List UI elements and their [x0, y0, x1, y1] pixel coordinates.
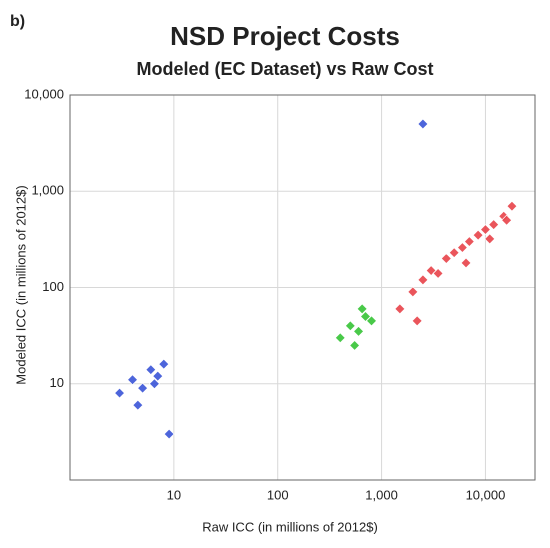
point: [137, 382, 149, 394]
point: [349, 339, 361, 352]
y-tick-label: 10: [50, 375, 64, 390]
point: [163, 428, 175, 440]
point: [456, 241, 468, 254]
x-tick-label: 10,000: [466, 487, 506, 502]
point: [359, 310, 372, 323]
point: [411, 315, 423, 327]
point: [158, 358, 170, 370]
point: [132, 399, 144, 411]
point: [148, 378, 160, 390]
point: [344, 320, 356, 332]
chart-subtitle: Modeled (EC Dataset) vs Raw Cost: [136, 59, 433, 79]
point: [356, 303, 368, 315]
point: [448, 247, 460, 259]
point: [394, 303, 406, 315]
point: [484, 233, 496, 245]
point: [488, 219, 500, 231]
point: [479, 223, 492, 236]
point: [126, 374, 139, 386]
chart-title: NSD Project Costs: [170, 21, 400, 51]
y-tick-label: 100: [42, 279, 64, 294]
y-tick-label: 10,000: [24, 86, 64, 101]
panel-label: b): [10, 13, 25, 30]
point: [352, 325, 365, 337]
point: [334, 332, 346, 344]
point: [417, 274, 429, 286]
point: [417, 118, 429, 130]
x-axis-label: Raw ICC (in millions of 2012$): [202, 519, 378, 534]
point: [463, 236, 475, 248]
point: [365, 315, 378, 327]
point: [432, 267, 444, 280]
point: [501, 214, 513, 226]
point: [145, 364, 157, 376]
point: [152, 370, 164, 382]
x-tick-label: 1,000: [365, 487, 398, 502]
point: [506, 200, 518, 212]
plot-frame: [69, 94, 536, 481]
x-tick-label: 100: [267, 487, 289, 502]
point: [425, 264, 437, 277]
point: [113, 387, 126, 399]
y-axis-label: Modeled ICC (in millions of 2012$): [13, 185, 28, 384]
point: [472, 229, 484, 241]
point: [407, 286, 419, 298]
point: [460, 257, 472, 269]
x-tick-label: 10: [167, 487, 181, 502]
point: [440, 252, 452, 265]
y-tick-label: 1,000: [31, 183, 64, 198]
